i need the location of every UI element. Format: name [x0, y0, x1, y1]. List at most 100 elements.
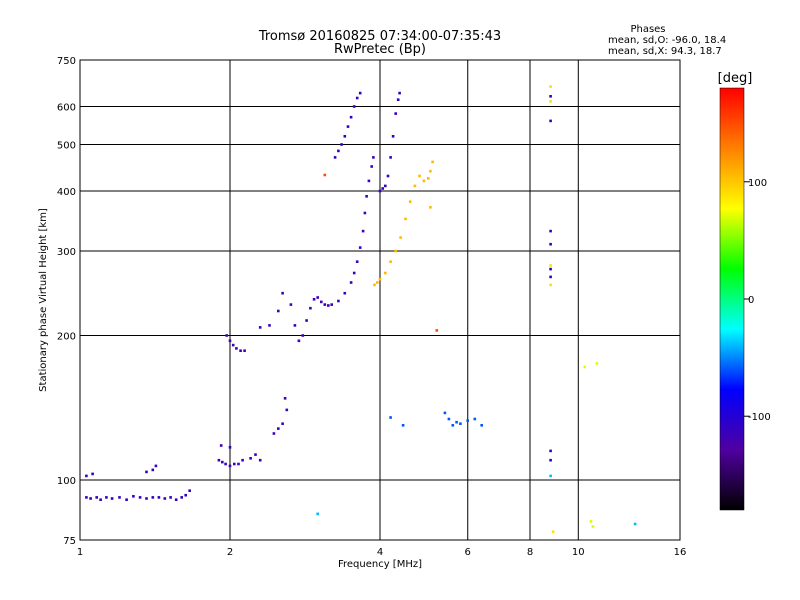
data-point — [595, 362, 599, 365]
data-point — [418, 174, 421, 178]
data-point — [268, 324, 271, 327]
data-point — [228, 339, 232, 343]
data-point — [258, 326, 262, 329]
data-point — [549, 474, 552, 478]
data-point — [367, 179, 371, 183]
data-point — [154, 464, 158, 468]
data-point — [429, 169, 432, 173]
plot-frame — [79, 59, 681, 541]
data-point — [188, 489, 191, 492]
data-point — [355, 96, 359, 100]
data-point — [358, 91, 362, 95]
legend-title: Phases — [630, 24, 665, 35]
data-point — [169, 496, 172, 499]
data-point — [99, 498, 102, 501]
data-point — [389, 260, 392, 263]
data-point — [370, 165, 373, 168]
data-point — [105, 496, 108, 499]
data-point — [549, 95, 552, 98]
data-point — [389, 416, 392, 419]
y-tick-label: 300 — [57, 247, 76, 258]
data-point — [372, 156, 375, 159]
data-point — [163, 497, 167, 500]
data-point — [309, 306, 312, 310]
data-point — [241, 458, 244, 462]
data-point — [549, 283, 552, 287]
data-point — [480, 424, 483, 427]
data-point — [243, 349, 246, 352]
data-point — [174, 498, 178, 501]
data-point — [228, 464, 232, 468]
data-point — [138, 496, 142, 499]
data-point — [408, 200, 412, 203]
data-point — [404, 217, 407, 221]
data-point — [157, 496, 161, 499]
data-point — [118, 496, 121, 499]
data-point — [549, 267, 552, 271]
data-point — [549, 100, 552, 103]
data-point — [549, 264, 552, 267]
data-point — [447, 417, 451, 421]
data-point — [549, 229, 552, 233]
data-point — [551, 530, 555, 534]
y-tick-label: 200 — [57, 332, 76, 343]
data-point — [381, 187, 384, 190]
colorbar: [deg] 100 0 -100 — [718, 71, 771, 511]
x-tick-label: 2 — [227, 547, 233, 558]
data-point — [316, 296, 319, 299]
chart-title: Tromsø 20160825 07:34:00-07:35:43 — [258, 29, 501, 44]
data-point — [337, 299, 340, 303]
data-point — [549, 275, 552, 279]
data-point — [151, 496, 155, 499]
data-point — [281, 422, 284, 425]
data-point — [258, 458, 262, 462]
data-point — [549, 449, 552, 453]
data-point — [95, 496, 98, 499]
data-point — [285, 408, 289, 412]
data-point — [422, 179, 426, 183]
data-point — [355, 260, 359, 263]
colorbar-tick-label: -100 — [748, 412, 771, 423]
data-point — [427, 177, 430, 180]
data-point — [228, 446, 232, 449]
data-points — [85, 85, 637, 534]
x-axis-label: Frequency [MHz] — [338, 559, 422, 570]
data-point — [549, 85, 552, 88]
x-tick-label: 10 — [572, 547, 585, 558]
data-point — [327, 304, 330, 307]
y-tick-label: 400 — [57, 187, 76, 198]
data-point — [352, 105, 356, 108]
x-tick-label: 16 — [674, 547, 687, 558]
data-point — [224, 462, 227, 466]
data-point — [254, 453, 257, 456]
data-point — [343, 135, 347, 138]
data-point — [473, 417, 477, 421]
data-point — [398, 91, 401, 95]
data-point — [435, 329, 439, 332]
y-axis-ticks: 75 100 200 300 400 500 600 750 — [57, 56, 76, 547]
data-point — [239, 349, 242, 352]
data-point — [323, 303, 327, 306]
data-point — [376, 281, 379, 284]
data-point — [233, 462, 236, 466]
data-point — [589, 520, 593, 523]
data-point — [466, 419, 469, 422]
data-point — [297, 339, 301, 343]
data-point — [391, 135, 395, 138]
data-point — [89, 497, 92, 500]
data-point — [91, 472, 94, 476]
grid-lines — [80, 60, 680, 540]
data-point — [361, 229, 365, 233]
x-tick-label: 4 — [377, 547, 383, 558]
data-point — [231, 343, 235, 347]
data-point — [343, 291, 347, 295]
data-point — [312, 298, 316, 301]
data-point — [443, 411, 447, 415]
colorbar-gradient — [719, 87, 745, 511]
y-tick-label: 100 — [57, 476, 76, 487]
data-point — [365, 195, 368, 198]
data-point — [349, 115, 353, 119]
data-point — [151, 468, 155, 472]
data-point — [549, 242, 552, 246]
